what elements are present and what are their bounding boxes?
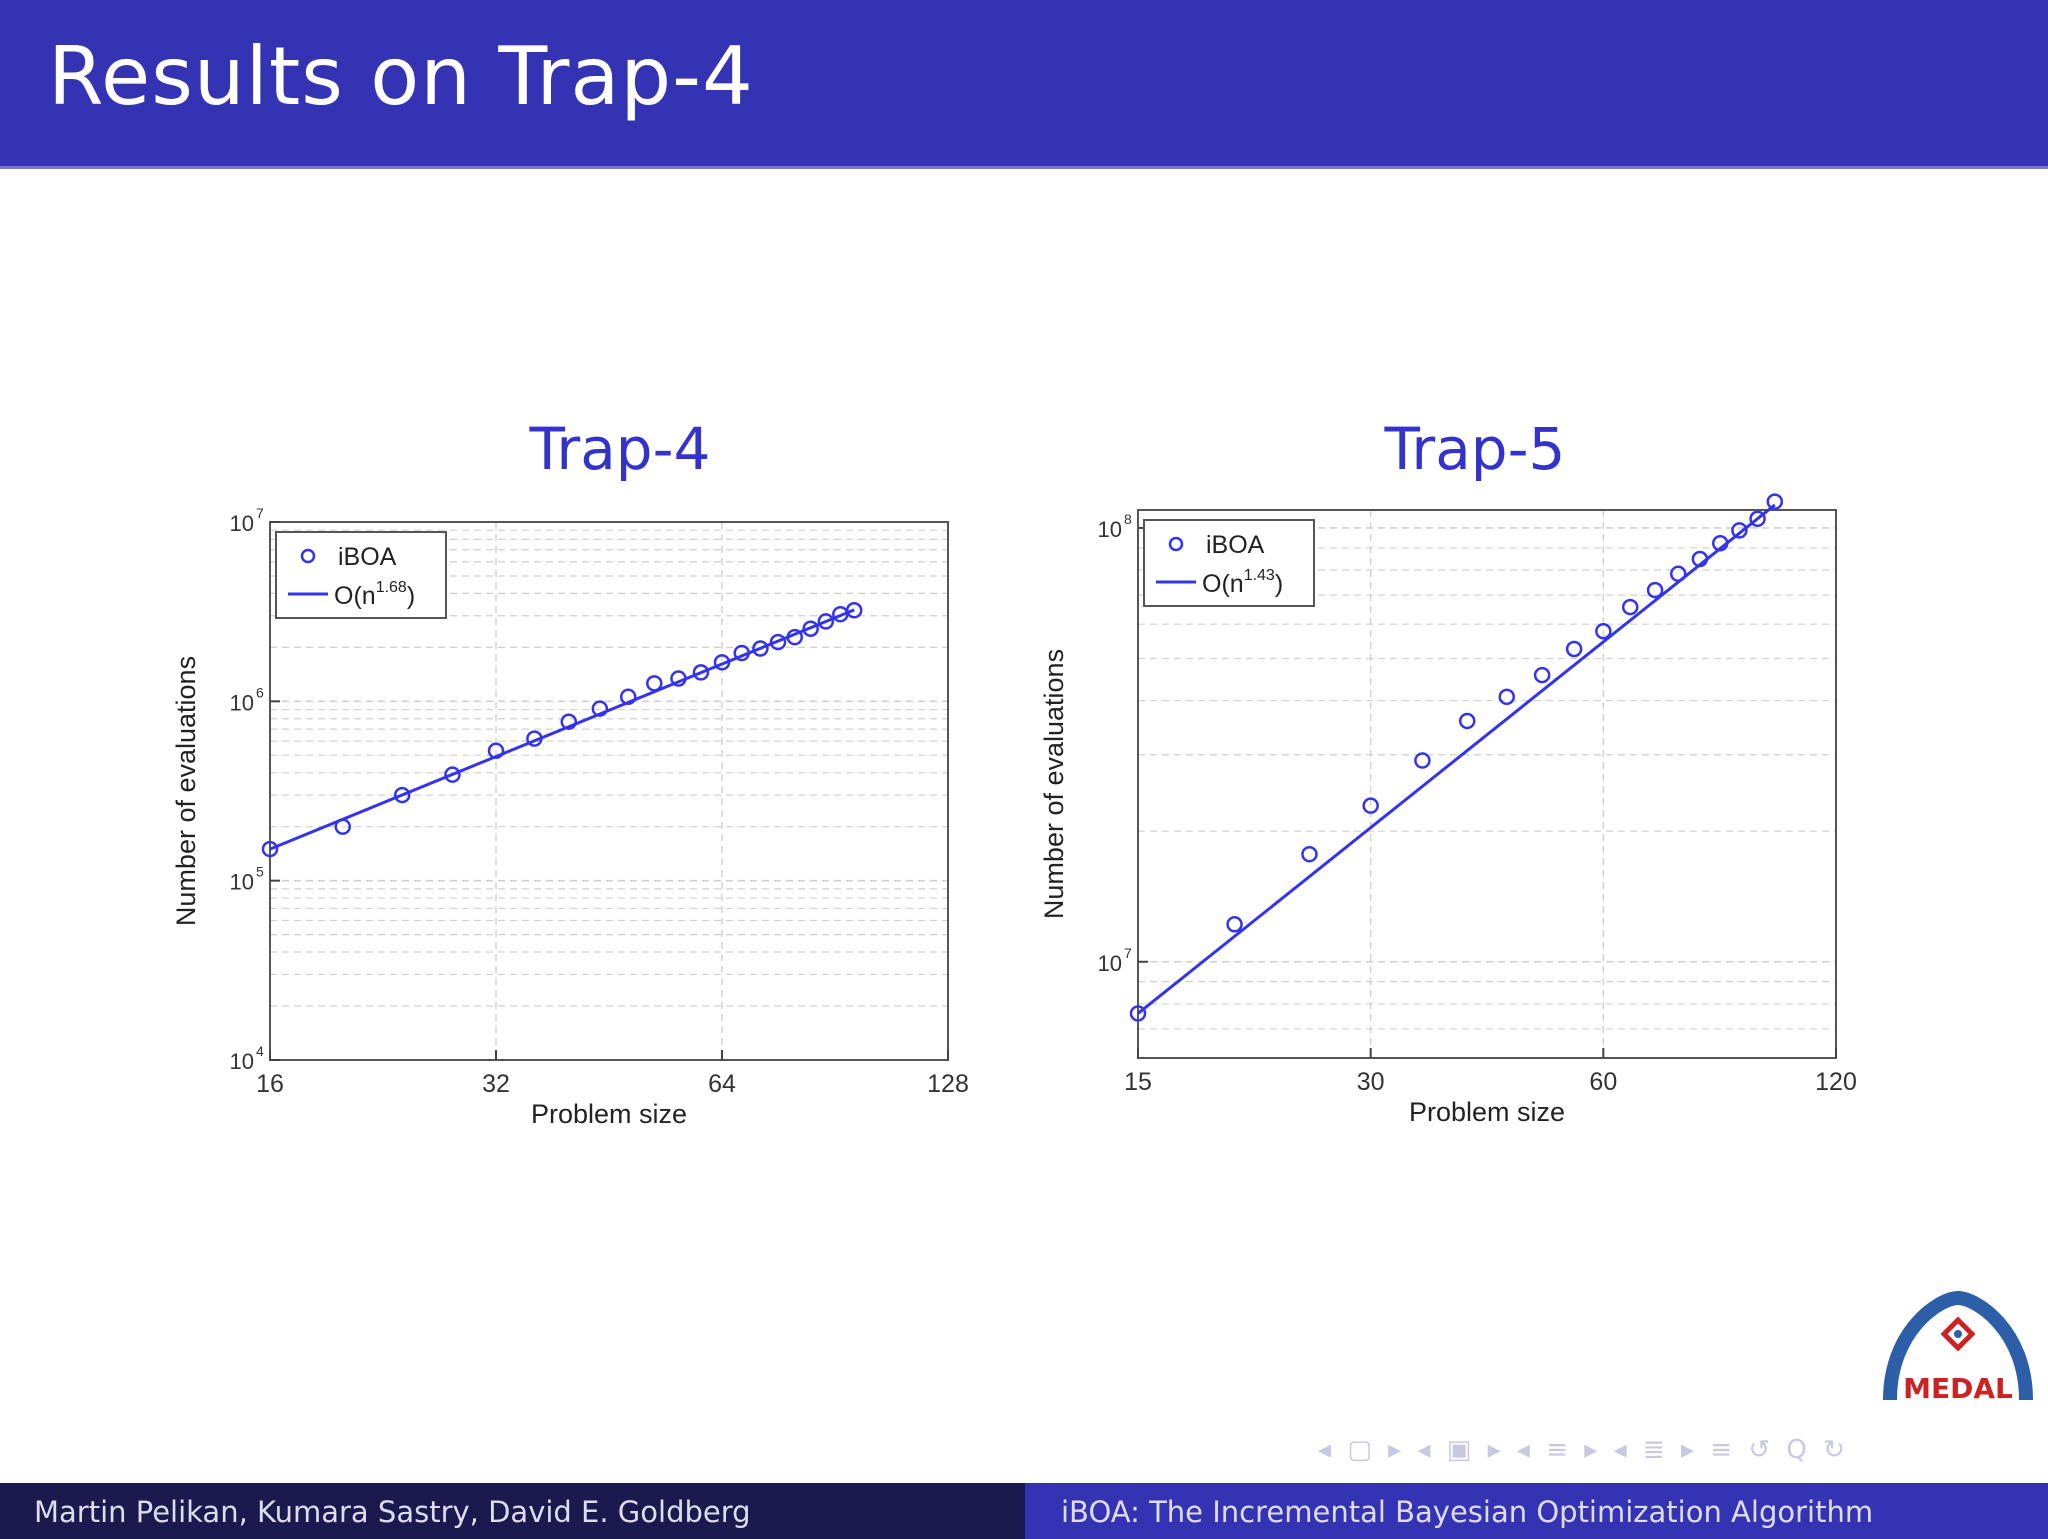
footer-presentation-title: iBOA: The Incremental Bayesian Optimizat… [1061,1495,1874,1529]
legend-label-fit: O(n1.68) [334,579,415,610]
data-point [646,675,663,692]
data-point [692,664,710,681]
data-point [1458,712,1476,730]
data-point [733,644,751,662]
data-point [560,713,578,730]
slide-title: Results on Trap-4 [48,30,754,123]
y-tick-label: 10 [1098,517,1122,542]
chart-title-trap4: Trap-4 [529,415,711,483]
y-tick-exponent: 5 [256,864,264,880]
data-point [769,633,787,651]
data-point [1565,640,1583,658]
header-rule [0,166,2048,169]
legend-label-iboa: iBOA [338,543,397,571]
data-point [591,700,609,717]
data-point [444,766,461,783]
data-point [1669,565,1687,583]
data-point [817,613,835,630]
legend: iBOA O(n1.68) [275,531,447,619]
data-point [1414,752,1431,769]
y-tick-exponent: 8 [1124,511,1132,527]
data-point [802,620,819,637]
y-axis-label: Number of evaluations [1039,649,1069,919]
plot-frame [1137,509,1837,1059]
data-point [1731,522,1748,539]
data-point [1621,598,1639,616]
y-tick-label: 10 [230,1049,254,1074]
plot-frame [269,521,949,1061]
beamer-navigation-controls[interactable]: ◂ ▢ ▸ ◂ ▣ ▸ ◂ ≡ ▸ ◂ ≣ ▸ ≡ ↺ Q ↻ [1318,1435,1849,1465]
x-tick-label: 120 [1815,1068,1857,1096]
x-tick-label: 32 [482,1070,510,1098]
data-point [845,602,863,619]
data-point [1226,916,1243,933]
data-point [334,818,352,835]
data-point [1691,550,1709,568]
legend-box [275,531,447,619]
data-point [713,654,731,671]
data-point [1498,688,1516,706]
data-point [1129,1005,1147,1022]
y-axis-label: Number of evaluations [171,656,201,926]
series-fit-line [269,608,855,851]
data-point [670,670,687,687]
medal-logo: MEDAL [1883,1290,2033,1405]
legend-marker-icon [300,548,316,564]
data-point [786,628,804,646]
legend-label-fit: O(n1.43) [1202,567,1283,598]
data-point [1749,510,1766,528]
y-tick-exponent: 7 [256,505,264,521]
y-tick-label: 10 [230,690,254,715]
data-point [1766,493,1784,510]
footer-title-bar: iBOA: The Incremental Bayesian Optimizat… [1025,1483,2048,1539]
data-point [752,640,769,657]
data-point [1362,797,1379,814]
data-point [487,742,505,760]
legend-box [1143,519,1315,607]
data-point [393,786,411,804]
x-tick-label: 64 [708,1070,736,1098]
data-point [261,840,279,858]
data-point [1595,622,1612,640]
x-tick-label: 15 [1124,1068,1152,1096]
y-tick-exponent: 4 [256,1043,264,1059]
x-tick-label: 16 [256,1070,284,1098]
y-tick-exponent: 7 [1124,945,1132,961]
x-axis-label: Problem size [531,1099,687,1129]
y-tick-label: 10 [1098,951,1122,976]
legend: iBOA O(n1.43) [1143,519,1315,607]
y-tick-label: 10 [230,511,254,536]
data-point [526,730,543,747]
x-tick-label: 30 [1357,1068,1385,1096]
chart-title-trap5: Trap-5 [1384,415,1566,483]
footer-authors-bar: Martin Pelikan, Kumara Sastry, David E. … [0,1483,1025,1539]
legend-label-iboa: iBOA [1206,531,1265,559]
data-point [1646,581,1664,599]
data-point [1301,845,1318,863]
logo-text: MEDAL [1903,1372,2013,1405]
y-tick-label: 10 [230,870,254,895]
legend-marker-icon [1168,536,1184,552]
x-tick-label: 60 [1589,1068,1617,1096]
data-point [619,688,637,706]
footer-authors: Martin Pelikan, Kumara Sastry, David E. … [34,1495,751,1529]
slide-header [0,0,2048,166]
y-tick-exponent: 6 [256,684,264,700]
data-point [1711,535,1729,552]
data-point [1533,666,1551,684]
x-axis-label: Problem size [1409,1097,1565,1127]
x-tick-label: 128 [927,1070,969,1098]
series-fit-line [1137,503,1776,1015]
